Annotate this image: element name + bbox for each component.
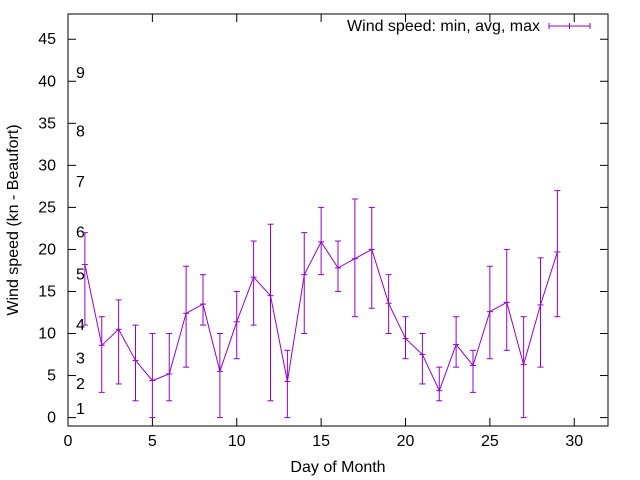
error-bar-point — [486, 265, 493, 360]
error-bar-point — [385, 274, 392, 335]
error-bar-point — [436, 366, 443, 402]
y-tick-label: 25 — [38, 199, 56, 216]
beaufort-label: 6 — [76, 225, 85, 242]
x-tick-label: 5 — [148, 433, 157, 450]
error-bar-point — [368, 206, 375, 309]
beaufort-label: 8 — [76, 124, 85, 141]
beaufort-label: 2 — [76, 376, 85, 393]
y-tick-label: 20 — [38, 241, 56, 258]
x-axis-ticks: 0 5 10 15 20 25 30 — [64, 14, 583, 450]
error-bar-point — [351, 198, 358, 318]
error-bar-point — [267, 223, 274, 402]
x-tick-label: 15 — [312, 433, 330, 450]
beaufort-label: 7 — [76, 174, 85, 191]
beaufort-label: 1 — [76, 401, 85, 418]
error-bar-point — [301, 232, 308, 335]
error-bar-point — [183, 265, 190, 368]
y-tick-label: 0 — [47, 410, 56, 427]
error-bar-point — [284, 349, 291, 419]
x-tick-label: 20 — [397, 433, 415, 450]
error-bar-point — [115, 299, 122, 385]
x-tick-label: 10 — [228, 433, 246, 450]
plot-frame — [67, 13, 609, 427]
y-axis-title: Wind speed (kn - Beaufort) — [5, 124, 22, 315]
error-bar-point — [453, 316, 460, 368]
error-bar-point — [470, 349, 476, 393]
error-bar-point — [233, 290, 240, 360]
series-layer — [81, 190, 561, 419]
x-tick-label: 25 — [481, 433, 499, 450]
error-bar-point — [503, 248, 510, 351]
error-bar-point — [132, 324, 139, 402]
y-tick-label: 15 — [38, 283, 56, 300]
beaufort-label: 9 — [76, 65, 85, 82]
error-bar-point — [149, 333, 156, 419]
error-bar-point — [250, 240, 257, 326]
error-bar-point — [554, 190, 561, 318]
error-bar-point — [520, 316, 527, 419]
legend-label: Wind speed: min, avg, max — [347, 18, 540, 35]
y-tick-label: 45 — [38, 31, 56, 48]
beaufort-label: 4 — [76, 317, 85, 334]
error-bar-point — [402, 316, 409, 360]
x-axis-title: Day of Month — [290, 459, 385, 476]
beaufort-label: 3 — [76, 351, 85, 368]
y-tick-label: 5 — [47, 368, 56, 385]
y-tick-label: 30 — [38, 157, 56, 174]
x-tick-label: 0 — [64, 433, 73, 450]
legend: Wind speed: min, avg, max — [347, 18, 591, 35]
error-bar-point — [335, 240, 341, 292]
error-bar-point — [537, 257, 544, 368]
error-bar-point — [419, 333, 426, 385]
error-bar-point — [98, 316, 105, 393]
error-bar-point — [216, 333, 223, 419]
error-bar-point — [81, 232, 88, 326]
error-bar-point — [200, 274, 206, 326]
plot-border — [67, 13, 609, 427]
error-bar-point — [318, 206, 325, 276]
y-tick-label: 10 — [38, 326, 56, 343]
beaufort-annotations: 1 2 3 4 5 6 7 8 9 — [76, 65, 85, 418]
x-tick-label: 30 — [565, 433, 583, 450]
y-tick-label: 40 — [38, 73, 56, 90]
error-bar-point — [166, 333, 173, 402]
y-tick-label: 35 — [38, 115, 56, 132]
beaufort-label: 5 — [76, 267, 85, 284]
